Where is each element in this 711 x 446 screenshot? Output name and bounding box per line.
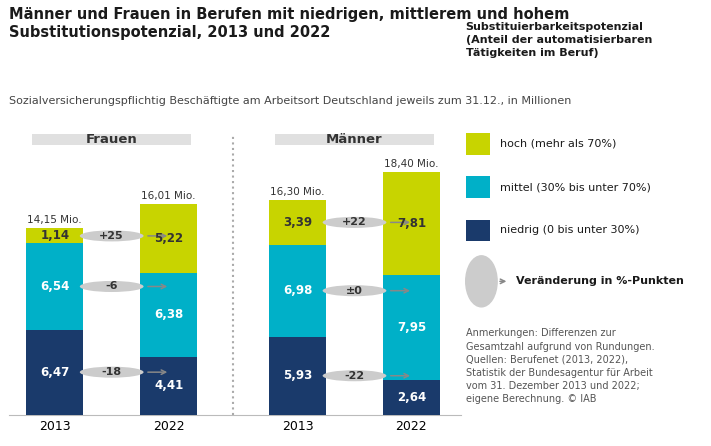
Text: 6,98: 6,98 — [283, 284, 312, 297]
Text: Männer: Männer — [326, 132, 383, 146]
FancyBboxPatch shape — [466, 133, 490, 155]
Bar — [269, 337, 326, 415]
Text: 6,54: 6,54 — [40, 280, 70, 293]
Text: 6,38: 6,38 — [154, 308, 183, 321]
Text: -22: -22 — [344, 371, 365, 381]
FancyBboxPatch shape — [466, 219, 490, 241]
Text: 5,22: 5,22 — [154, 232, 183, 245]
Circle shape — [323, 370, 386, 381]
Text: 3,39: 3,39 — [283, 216, 312, 229]
Text: mittel (30% bis unter 70%): mittel (30% bis unter 70%) — [500, 182, 651, 192]
Circle shape — [466, 256, 497, 307]
Bar — [140, 204, 197, 273]
Text: 16,30 Mio.: 16,30 Mio. — [270, 187, 325, 197]
Text: 4,41: 4,41 — [154, 379, 183, 392]
Bar — [26, 228, 83, 244]
Text: Frauen: Frauen — [86, 132, 137, 146]
Bar — [140, 273, 197, 357]
FancyBboxPatch shape — [32, 133, 191, 145]
Text: 18,40 Mio.: 18,40 Mio. — [384, 159, 439, 169]
Text: Anmerkungen: Differenzen zur
Gesamtzahl aufgrund von Rundungen.
Quellen: Berufen: Anmerkungen: Differenzen zur Gesamtzahl … — [466, 328, 654, 405]
Text: ±0: ±0 — [346, 286, 363, 296]
Text: -18: -18 — [102, 367, 122, 377]
Text: 1,14: 1,14 — [41, 229, 70, 242]
Bar — [269, 200, 326, 245]
Text: +22: +22 — [342, 217, 367, 227]
Text: 7,81: 7,81 — [397, 217, 426, 230]
Text: 14,15 Mio.: 14,15 Mio. — [28, 215, 82, 225]
Text: 16,01 Mio.: 16,01 Mio. — [141, 190, 196, 201]
Circle shape — [80, 367, 144, 378]
Text: Veränderung in %-Punkten: Veränderung in %-Punkten — [516, 277, 685, 286]
Circle shape — [323, 285, 386, 296]
Text: Männer und Frauen in Berufen mit niedrigen, mittlerem und hohem
Substitutionspot: Männer und Frauen in Berufen mit niedrig… — [9, 7, 570, 40]
Text: Sozialversicherungspflichtig Beschäftigte am Arbeitsort Deutschland jeweils zum : Sozialversicherungspflichtig Beschäftigt… — [9, 96, 572, 106]
Bar — [383, 275, 440, 380]
Circle shape — [80, 231, 144, 241]
Text: -6: -6 — [105, 281, 118, 292]
Circle shape — [323, 217, 386, 228]
Bar — [383, 380, 440, 415]
Text: 5,93: 5,93 — [283, 369, 312, 382]
Bar — [269, 245, 326, 337]
Bar — [383, 173, 440, 275]
Text: 7,95: 7,95 — [397, 321, 426, 334]
Bar — [26, 244, 83, 330]
FancyBboxPatch shape — [466, 176, 490, 198]
Text: 2,64: 2,64 — [397, 391, 426, 404]
Circle shape — [80, 281, 144, 292]
Text: hoch (mehr als 70%): hoch (mehr als 70%) — [500, 139, 616, 149]
Text: Substituierbarkeitspotenzial
(Anteil der automatisierbaren
Tätigkeiten im Beruf): Substituierbarkeitspotenzial (Anteil der… — [466, 22, 652, 58]
Text: niedrig (0 bis unter 30%): niedrig (0 bis unter 30%) — [500, 225, 639, 235]
Text: 6,47: 6,47 — [40, 366, 70, 379]
Bar — [26, 330, 83, 415]
FancyBboxPatch shape — [275, 133, 434, 145]
Text: +25: +25 — [100, 231, 124, 241]
Bar — [140, 357, 197, 415]
